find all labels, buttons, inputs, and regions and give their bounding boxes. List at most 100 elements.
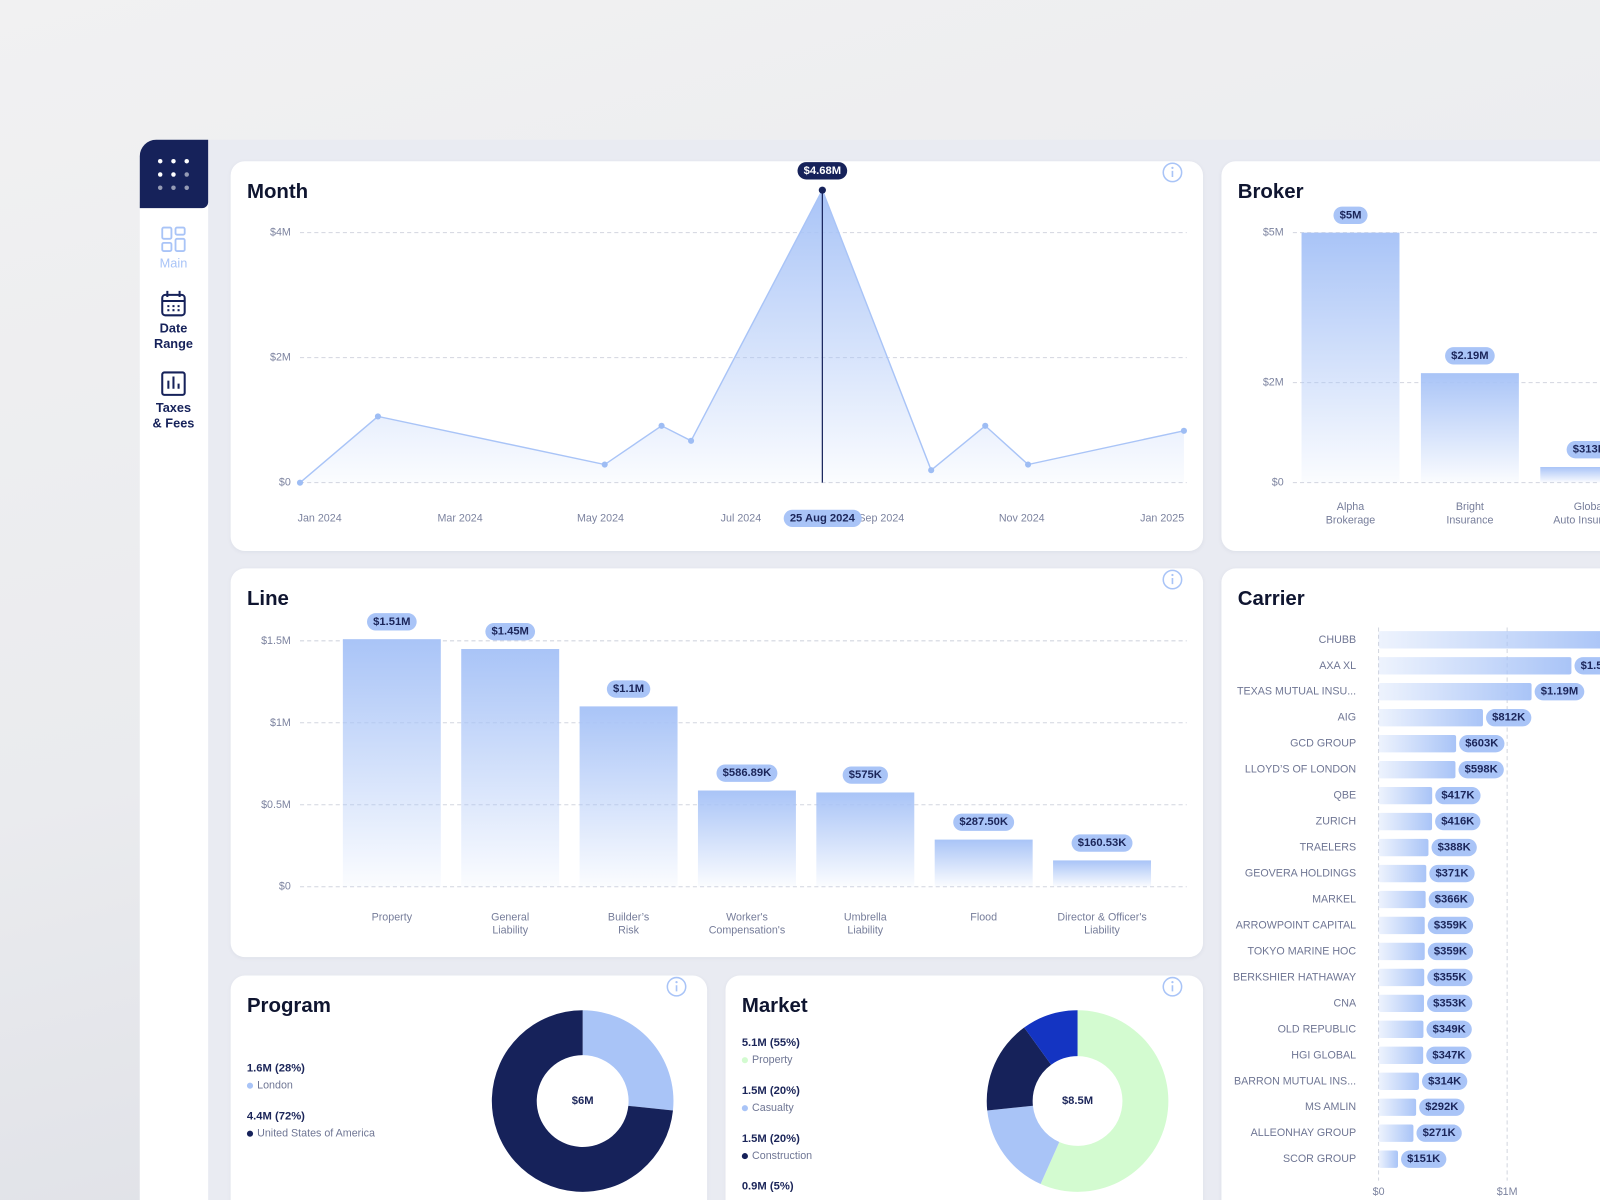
value-label: $151K bbox=[1407, 1153, 1440, 1165]
bar bbox=[1378, 1150, 1398, 1168]
x-tick-label: Mar 2024 bbox=[437, 512, 482, 524]
legend-value: 1.6M (28%) bbox=[247, 1062, 305, 1074]
chart: 5.1M (55%) Property 1.5M (20%) Casualty 1.5M… bbox=[741, 1010, 1169, 1193]
bar bbox=[816, 792, 915, 887]
value-label-bg bbox=[953, 813, 1015, 831]
info-dot bbox=[1171, 166, 1174, 169]
sidebar bbox=[139, 139, 209, 1200]
program-panel: Program 1.6M (28%) London 4.4M (72%) United… bbox=[230, 975, 708, 1200]
donut-segment bbox=[987, 1105, 1060, 1184]
bar bbox=[1378, 864, 1427, 883]
bar bbox=[1378, 942, 1425, 961]
value-label: $313K bbox=[1573, 444, 1600, 456]
point bbox=[928, 467, 935, 474]
y-tick-label: $2M bbox=[1263, 377, 1284, 389]
info-dot bbox=[1171, 573, 1174, 577]
month-panel: Month $0 $2M $4M Jan 2024 Mar 2024 May 2024 Ju… bbox=[230, 161, 1204, 552]
x-tick-label: General Liability bbox=[491, 911, 530, 937]
value-label: $586.89K bbox=[723, 767, 772, 779]
nav-date-range[interactable]: Date Range bbox=[153, 321, 193, 352]
y-tick-label: ZURICH bbox=[1316, 816, 1356, 828]
value-label: $349K bbox=[1433, 1023, 1466, 1035]
area bbox=[299, 190, 1184, 483]
bar bbox=[342, 639, 441, 887]
value-label-bg bbox=[1459, 734, 1505, 753]
value-label: $417K bbox=[1441, 790, 1474, 802]
legend-value: 5.1M (55%) bbox=[742, 1037, 800, 1049]
y-tick-label: TOKYO MARINE HOC bbox=[1247, 945, 1356, 957]
x-tick-label: May 2024 bbox=[577, 512, 624, 524]
info-icon[interactable] bbox=[1161, 161, 1183, 183]
y-tick-label: $0.5M bbox=[261, 799, 291, 811]
x-tick-label: Jan 2025 bbox=[1140, 512, 1184, 524]
value-label-bg bbox=[1333, 206, 1368, 224]
value-label-bg bbox=[1429, 864, 1475, 883]
y-tick-label: OLD REPUBLIC bbox=[1278, 1023, 1357, 1035]
value-label: $353K bbox=[1433, 997, 1466, 1009]
value-label: $355K bbox=[1433, 971, 1466, 983]
legend-name: Property bbox=[752, 1054, 793, 1066]
menu-dots[interactable] bbox=[157, 158, 189, 190]
x-tick-label: Jan 2024 bbox=[298, 512, 342, 524]
nav-main[interactable]: Main bbox=[159, 256, 188, 271]
info-icon[interactable] bbox=[1161, 976, 1183, 998]
bar bbox=[1378, 631, 1600, 649]
value-label: $359K bbox=[1434, 919, 1467, 931]
bar bbox=[1378, 683, 1532, 701]
legend-value: 1.5M (20%) bbox=[742, 1133, 800, 1145]
line-panel: Line $0 $0.5M $1M $1.5M $1.51M $1.45M $1.1M $58… bbox=[230, 568, 1204, 958]
bar bbox=[1378, 890, 1426, 909]
info-icon[interactable] bbox=[1161, 568, 1183, 590]
calendar-icon[interactable] bbox=[161, 290, 186, 317]
value-label-bg bbox=[1486, 709, 1532, 727]
value-label-bg bbox=[1422, 1072, 1468, 1090]
bar bbox=[1378, 786, 1433, 805]
value-label: $347K bbox=[1432, 1049, 1465, 1061]
x-tick-label: Umbrella Liability bbox=[843, 911, 887, 937]
panel-title: Broker bbox=[1237, 180, 1304, 204]
value-label-bg bbox=[1426, 1046, 1472, 1064]
y-tick-label: $2M bbox=[270, 352, 291, 364]
bar bbox=[1378, 1020, 1424, 1039]
y-tick-label: $4M bbox=[270, 227, 291, 239]
y-tick-label: BARRON MUTUAL INS... bbox=[1234, 1075, 1356, 1087]
value-label: $1.19M bbox=[1541, 686, 1578, 698]
legend-value: 4.4M (72%) bbox=[247, 1110, 305, 1122]
point bbox=[374, 413, 381, 420]
legend-dot bbox=[246, 1082, 254, 1089]
point bbox=[658, 422, 665, 429]
value-label: $598K bbox=[1465, 764, 1498, 776]
value-label: $292K bbox=[1425, 1101, 1458, 1113]
y-tick-label: CNA bbox=[1334, 997, 1357, 1009]
info-dot bbox=[675, 981, 678, 984]
chart: $0 $2M $4M Jan 2024 Mar 2024 May 2024 Jul 2024… bbox=[270, 162, 1187, 528]
value-label-bg bbox=[367, 613, 417, 631]
point bbox=[688, 437, 695, 444]
value-label-bg bbox=[1435, 786, 1481, 805]
nav-taxes-fees[interactable]: Taxes & Fees bbox=[152, 401, 195, 431]
value-label-bg bbox=[1428, 890, 1474, 909]
chart: $0 $2M $5M $5M $2.19M $313K bbox=[1263, 206, 1600, 489]
value-label-bg bbox=[1534, 683, 1585, 701]
info-icon[interactable] bbox=[665, 976, 687, 998]
point bbox=[818, 186, 826, 194]
value-label-bg bbox=[1435, 812, 1481, 831]
main-icon[interactable] bbox=[161, 226, 186, 252]
value-label-bg bbox=[1426, 1020, 1472, 1039]
point bbox=[601, 461, 608, 468]
bar bbox=[1378, 760, 1456, 779]
y-tick-label: MS AMLIN bbox=[1305, 1101, 1356, 1113]
taxes-icon[interactable] bbox=[161, 371, 186, 396]
panel-title: Market bbox=[741, 994, 808, 1018]
y-tick-label: LLOYD’S OF LONDON bbox=[1245, 764, 1356, 776]
bar bbox=[1378, 1072, 1419, 1090]
bar bbox=[1378, 838, 1429, 857]
y-tick-label: $5M bbox=[1263, 227, 1284, 239]
info-ring bbox=[1162, 976, 1183, 997]
y-tick-label: HGI GLOBAL bbox=[1291, 1049, 1356, 1061]
x-tick-label: $0 bbox=[1373, 1186, 1385, 1198]
value-label: $314K bbox=[1428, 1075, 1461, 1087]
y-tick-label: QBE bbox=[1334, 790, 1357, 802]
